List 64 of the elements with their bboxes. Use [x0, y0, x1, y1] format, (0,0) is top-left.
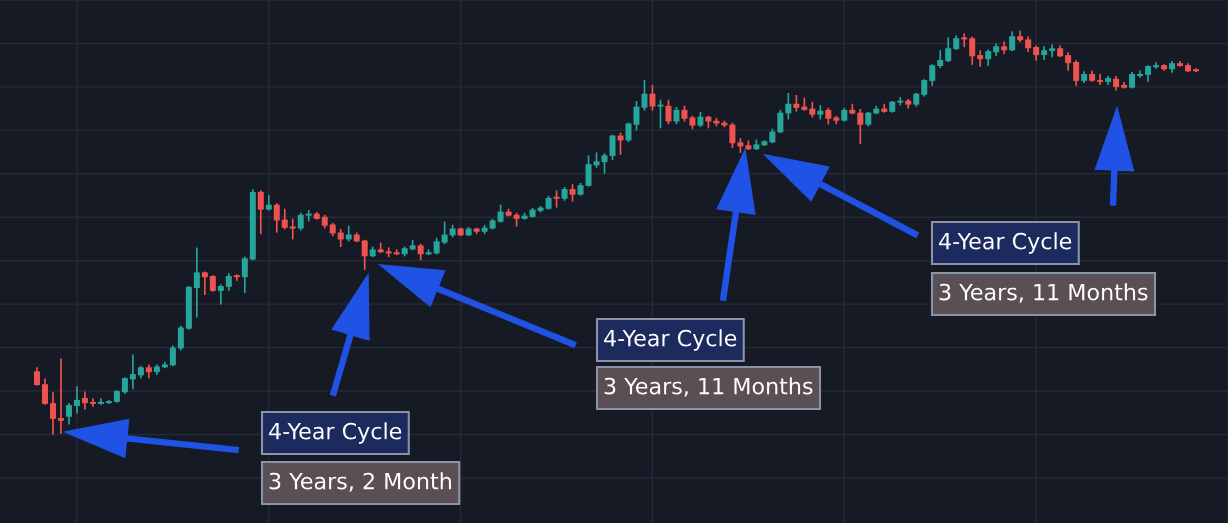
annotation: 3 Years, 11 Months — [939, 283, 1148, 303]
candlestick — [857, 108, 864, 145]
candlestick — [273, 203, 280, 233]
candlestick — [169, 345, 176, 367]
candlestick — [233, 274, 240, 281]
candlestick — [41, 378, 48, 405]
candlestick — [97, 398, 104, 405]
candlestick — [1193, 68, 1200, 73]
candlestick — [385, 247, 392, 258]
candlestick — [961, 33, 968, 48]
candlestick — [649, 84, 656, 111]
candlestick — [289, 218, 296, 240]
candlestick — [89, 398, 96, 407]
candlestick — [905, 98, 912, 109]
candlestick — [201, 271, 208, 295]
candlestick — [145, 364, 152, 379]
candlestick — [977, 50, 984, 67]
candlestick — [81, 391, 88, 410]
candlestick — [105, 400, 112, 404]
candlestick — [1121, 82, 1128, 89]
candlestick — [665, 99, 672, 125]
candlestick — [601, 153, 608, 174]
candlestick — [1049, 44, 1056, 58]
candlestick — [129, 354, 136, 390]
candlestick — [241, 256, 248, 293]
candlestick — [57, 358, 64, 434]
candlestick — [1153, 62, 1160, 69]
candlestick — [361, 239, 368, 270]
candlestick — [257, 190, 264, 235]
candlestick — [657, 99, 664, 129]
candlestick — [585, 155, 592, 187]
candlestick — [281, 208, 288, 230]
candlestick — [729, 122, 736, 149]
candlestick — [193, 247, 200, 318]
candlestick — [441, 221, 448, 245]
text: 3 Years, 2 Month — [269, 472, 451, 492]
candlestick — [1073, 60, 1080, 86]
candlestick — [1041, 46, 1048, 60]
annotation: 4-Year Cycle — [939, 232, 1072, 254]
candlestick — [929, 64, 936, 86]
candlestick — [177, 325, 184, 351]
candlestick — [73, 386, 80, 414]
candlestick — [377, 242, 384, 254]
annotation: 4-Year Cycle — [269, 422, 402, 444]
candlestick — [785, 92, 792, 120]
candlestick — [817, 104, 824, 120]
candlestick — [897, 96, 904, 106]
candlestick — [641, 80, 648, 111]
annotation: 3 Years, 11 Months — [604, 377, 813, 397]
candlestick — [49, 392, 56, 435]
candlestick — [1137, 70, 1144, 78]
candlestick — [65, 403, 72, 425]
candlestick — [969, 36, 976, 65]
candlestick — [1001, 41, 1008, 54]
candlestick — [633, 100, 640, 131]
candlestick — [1097, 73, 1104, 85]
candlestick — [1009, 31, 1016, 52]
candlestick — [777, 109, 784, 134]
annotation: 4-Year Cycle — [604, 329, 737, 351]
candlestick — [881, 103, 888, 113]
candlestick — [945, 37, 952, 62]
candlestick — [305, 209, 312, 222]
candlestick — [217, 284, 224, 305]
candlestick — [393, 249, 400, 256]
